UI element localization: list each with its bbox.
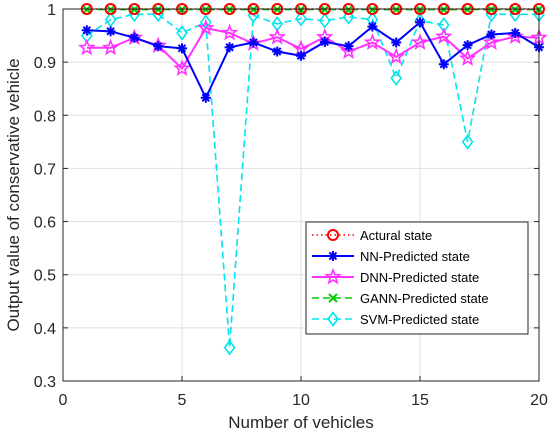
legend-marker <box>327 311 339 327</box>
data-point <box>510 27 521 38</box>
series-2 <box>78 18 548 76</box>
data-point <box>105 26 116 37</box>
data-point <box>411 33 429 50</box>
data-point <box>129 4 140 15</box>
x-tick-label: 10 <box>292 392 310 409</box>
x-tick-label: 20 <box>530 392 548 409</box>
data-point <box>224 42 235 53</box>
legend-item: DNN-Predicted state <box>312 267 479 285</box>
data-point <box>506 27 524 45</box>
data-point <box>272 46 283 57</box>
legend-label: GANN-Predicted state <box>360 291 489 306</box>
data-point <box>200 92 211 103</box>
data-point <box>462 40 473 51</box>
data-point <box>197 18 215 36</box>
data-point <box>320 4 330 15</box>
series-1 <box>81 17 544 103</box>
x-axis-label: Number of vehicles <box>228 413 374 432</box>
data-point <box>268 27 286 45</box>
data-point <box>435 27 453 45</box>
data-point <box>391 37 402 48</box>
y-tick-label: 0.4 <box>34 321 56 338</box>
data-point <box>318 12 331 29</box>
legend-item: Actural state <box>312 228 432 243</box>
data-point <box>387 47 405 65</box>
data-point <box>343 41 354 52</box>
data-point <box>438 59 449 70</box>
data-point <box>153 4 163 15</box>
data-point <box>224 4 235 15</box>
data-point <box>339 42 358 59</box>
data-point <box>482 33 501 50</box>
data-point <box>177 43 187 54</box>
data-point <box>101 38 120 56</box>
ticks: 0 5 10 15 20 0.3 0.4 0.5 0.6 0.7 0.8 0.9 1 <box>34 2 548 409</box>
data-point <box>295 10 307 27</box>
legend-label: DNN-Predicted state <box>360 270 479 285</box>
data-point <box>248 37 259 48</box>
legend: Actural state NN-Predicted state DNN-Predi… <box>305 221 529 335</box>
y-tick-label: 0.3 <box>34 374 56 391</box>
data-point <box>153 41 164 52</box>
data-point <box>220 23 239 41</box>
legend-label: SVM-Predicted state <box>360 312 479 327</box>
series-line <box>86 13 539 348</box>
data-point <box>367 4 378 15</box>
data-point <box>296 50 306 61</box>
legend-label: NN-Predicted state <box>360 249 470 264</box>
data-point <box>486 4 497 15</box>
x-tick-label: 5 <box>178 392 187 409</box>
data-point <box>461 134 474 150</box>
data-point <box>223 339 236 356</box>
x-tick-label: 15 <box>411 392 429 409</box>
legend-marker <box>328 251 338 261</box>
y-axis-label: Output value of conservative vehicle <box>4 58 23 331</box>
y-tick-label: 0.5 <box>34 268 56 285</box>
y-tick-label: 0.7 <box>34 161 56 178</box>
data-point <box>201 4 211 15</box>
data-point <box>363 33 382 50</box>
y-tick-label: 0.9 <box>34 55 56 72</box>
data-point <box>78 38 96 56</box>
data-point <box>415 17 425 28</box>
data-point <box>104 11 117 28</box>
data-point <box>173 59 191 76</box>
data-point <box>462 4 473 15</box>
x-tick-label: 0 <box>59 392 68 409</box>
data-point <box>458 49 477 66</box>
data-point <box>390 70 403 86</box>
y-tick-label: 0.6 <box>34 215 56 232</box>
data-point <box>319 36 330 47</box>
legend-item: SVM-Predicted state <box>312 311 479 327</box>
data-point <box>176 25 188 41</box>
data-point <box>486 29 497 40</box>
legend-marker <box>327 229 339 241</box>
y-tick-label: 1 <box>47 2 56 19</box>
grid <box>62 8 540 382</box>
data-point <box>367 21 378 32</box>
legend-label: Actural state <box>360 228 432 243</box>
legend-item: NN-Predicted state <box>312 249 470 264</box>
data-point <box>391 4 401 15</box>
y-tick-label: 0.8 <box>34 108 56 125</box>
legend-item: GANN-Predicted state <box>312 291 489 306</box>
legend-marker <box>328 293 338 303</box>
data-point <box>81 25 92 36</box>
legend-marker <box>324 267 342 285</box>
data-point <box>342 9 355 25</box>
data-point <box>129 32 140 43</box>
